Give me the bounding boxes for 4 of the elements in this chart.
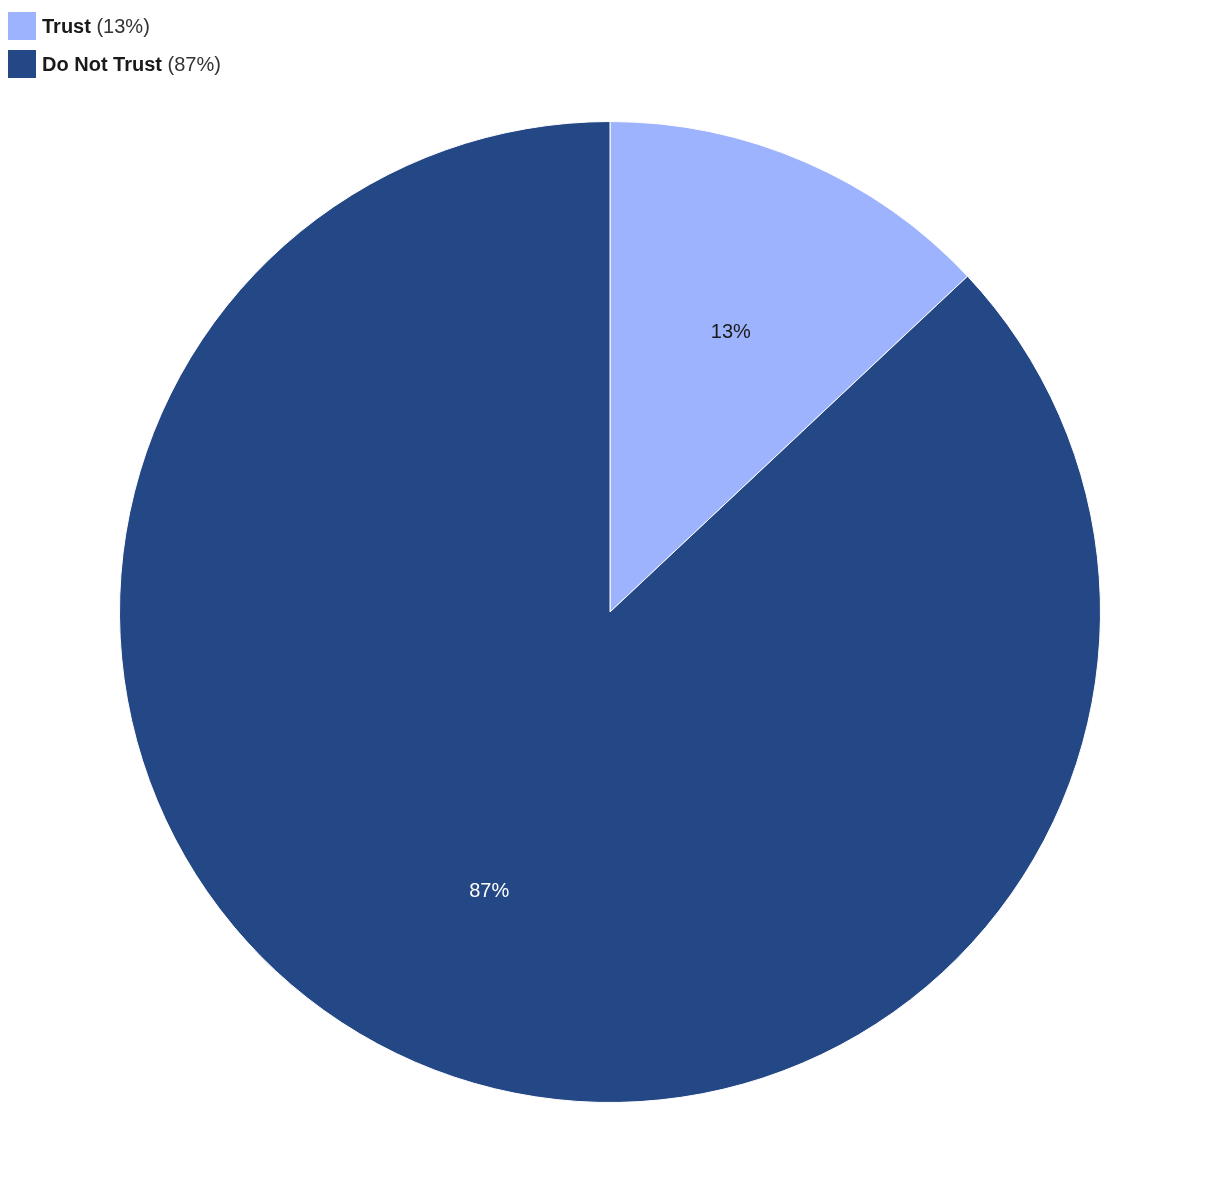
legend-label: Trust (13%)	[42, 14, 150, 37]
legend-label: Do Not Trust (87%)	[42, 52, 221, 75]
data-label: 87%	[469, 878, 510, 901]
data-label: 13%	[710, 320, 752, 343]
